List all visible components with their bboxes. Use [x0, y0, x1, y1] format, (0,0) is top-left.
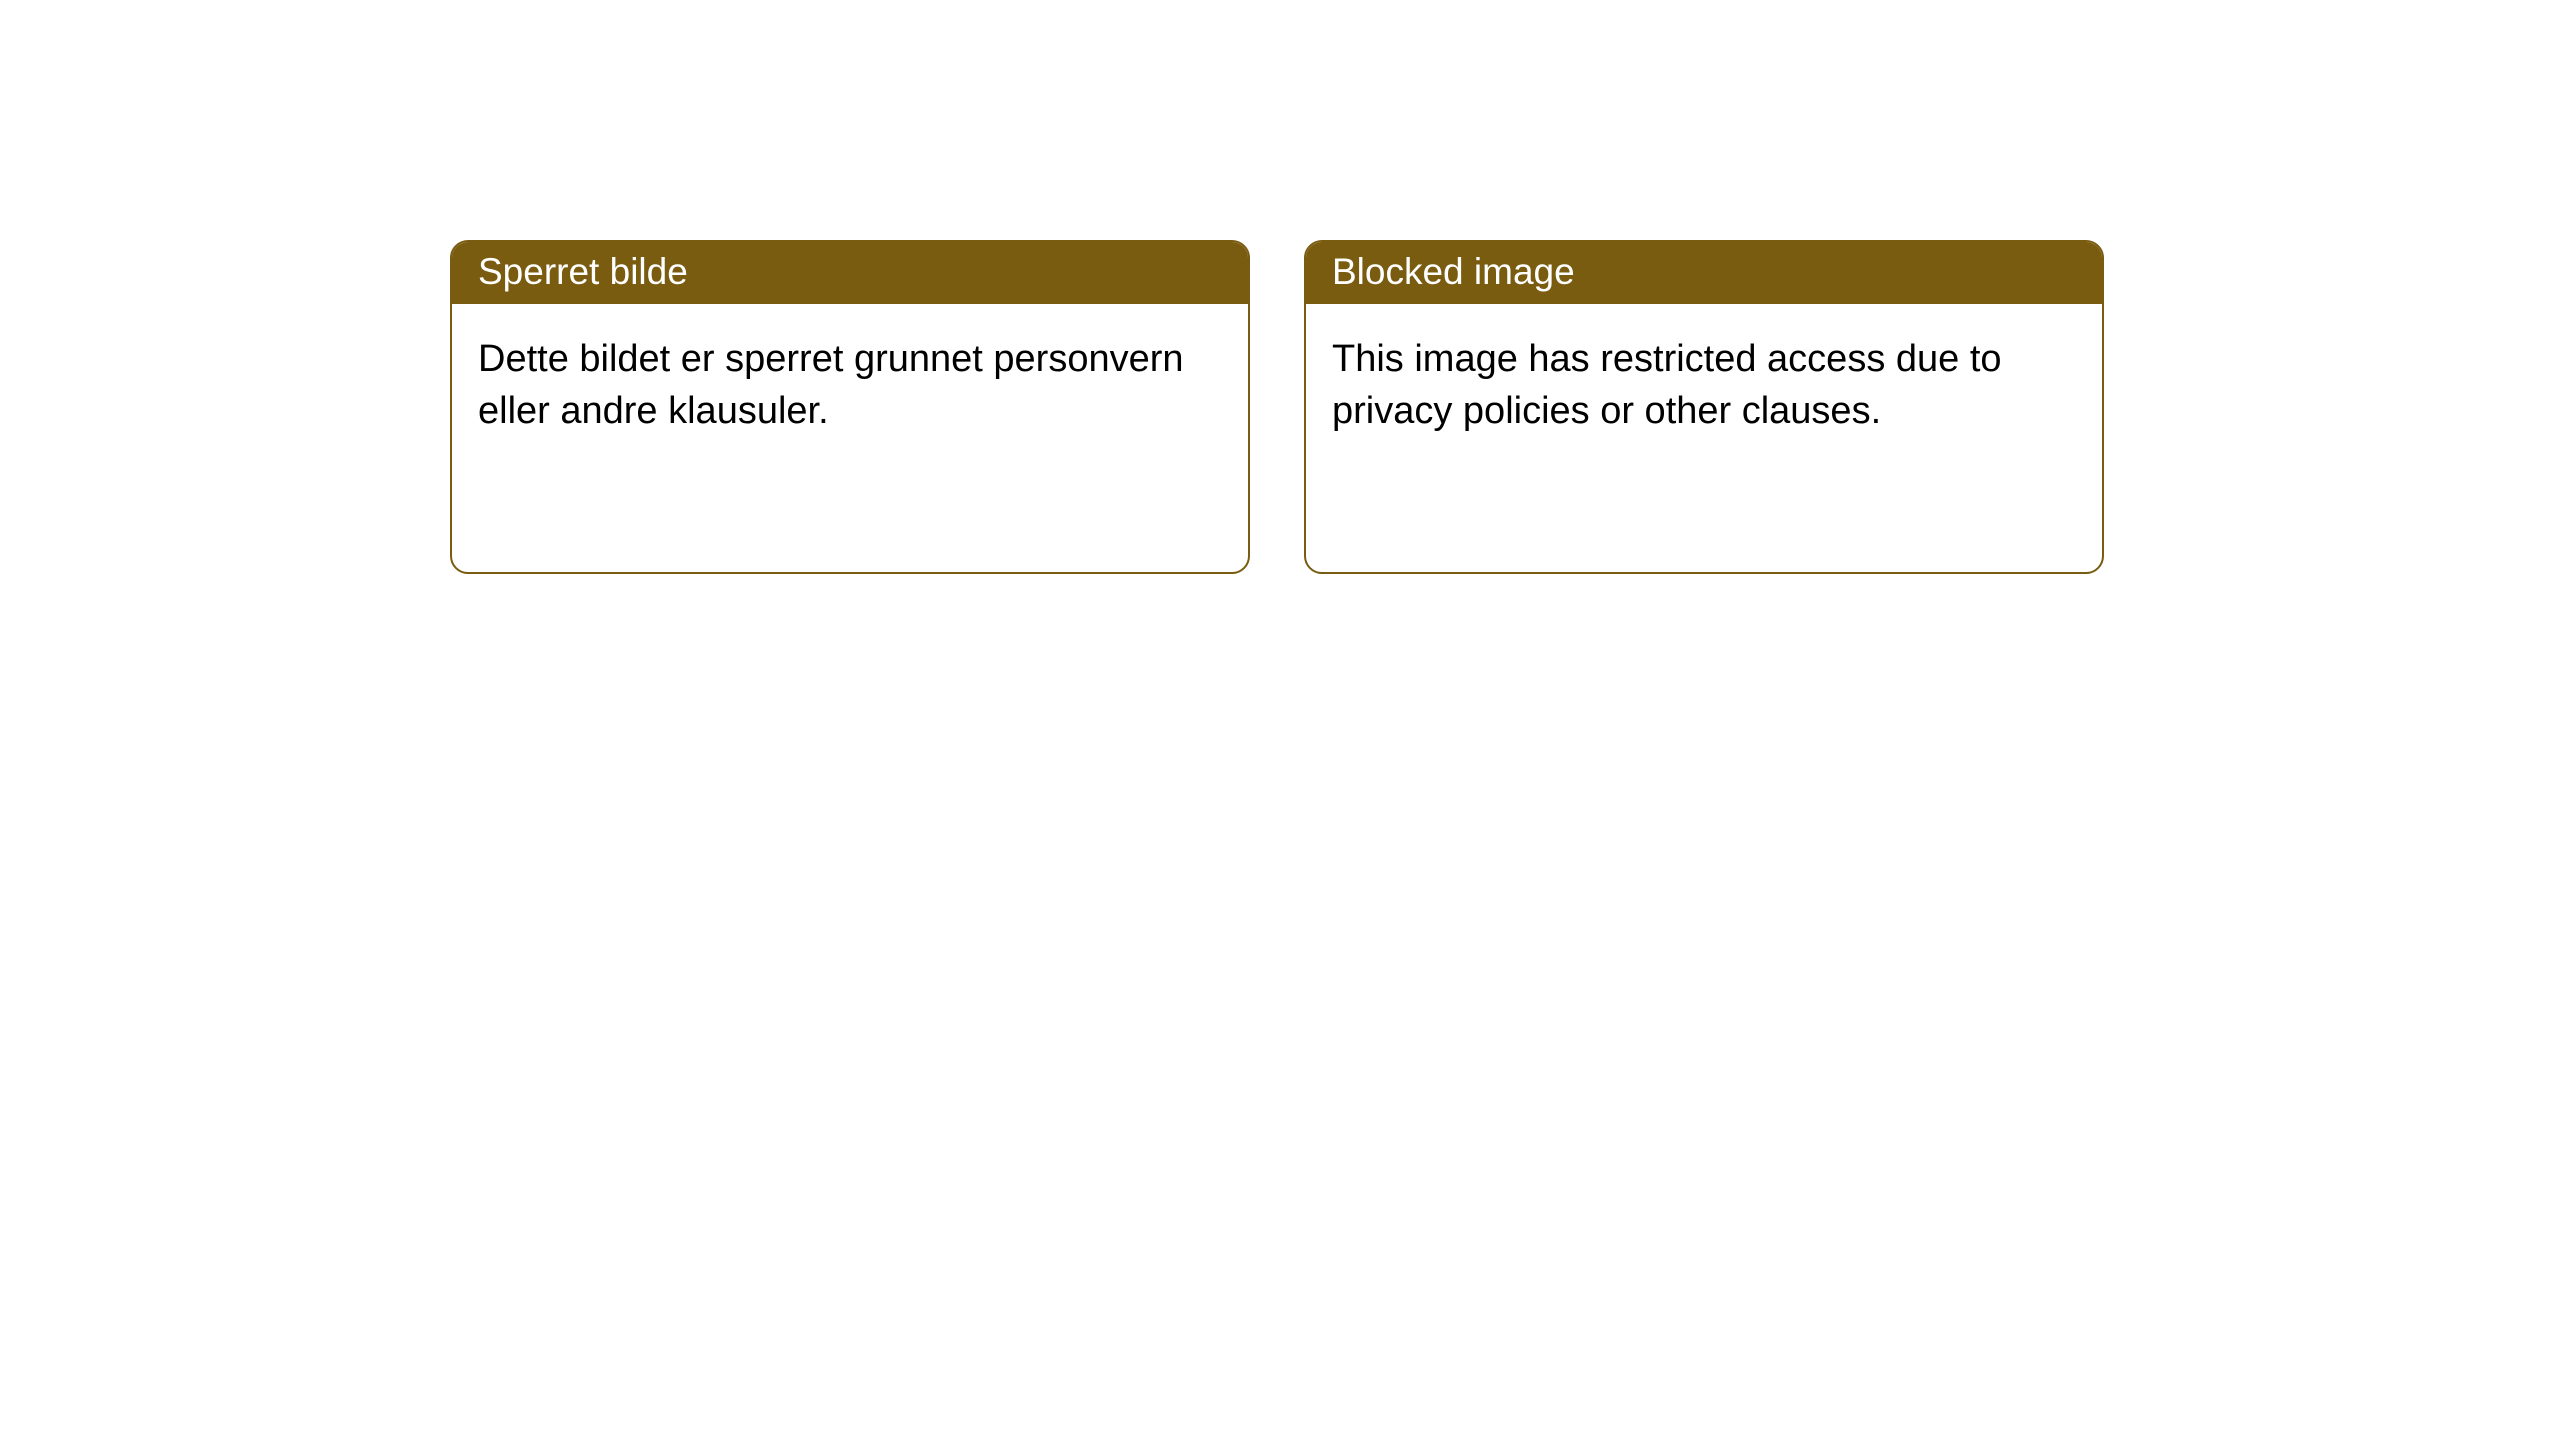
card-body-text: This image has restricted access due to … [1332, 338, 2002, 431]
card-header: Blocked image [1306, 242, 2102, 304]
card-header: Sperret bilde [452, 242, 1248, 304]
card-body: Dette bildet er sperret grunnet personve… [452, 304, 1248, 457]
card-header-text: Blocked image [1332, 251, 1575, 292]
card-header-text: Sperret bilde [478, 251, 688, 292]
card-norwegian: Sperret bilde Dette bildet er sperret gr… [450, 240, 1250, 574]
card-body: This image has restricted access due to … [1306, 304, 2102, 457]
card-english: Blocked image This image has restricted … [1304, 240, 2104, 574]
cards-container: Sperret bilde Dette bildet er sperret gr… [0, 0, 2560, 574]
card-body-text: Dette bildet er sperret grunnet personve… [478, 338, 1184, 431]
